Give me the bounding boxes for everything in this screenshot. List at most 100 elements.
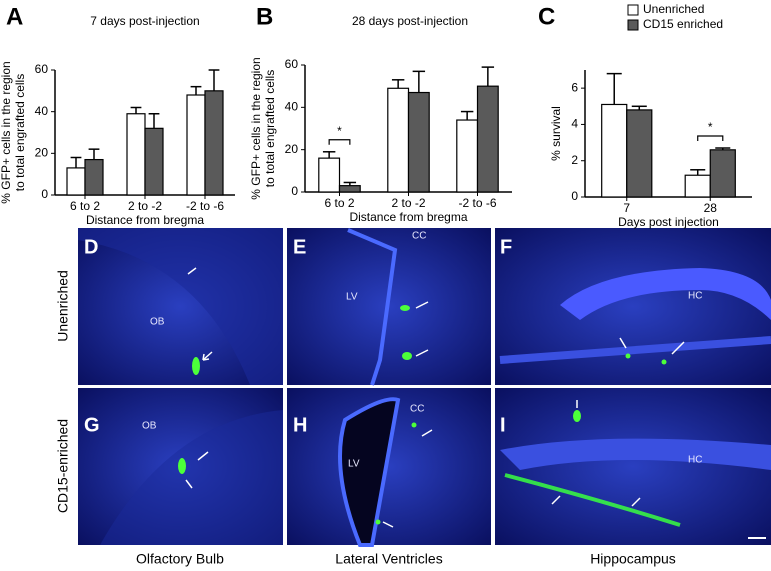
legend-label: CD15 enriched [643, 17, 723, 31]
cell [400, 305, 410, 311]
x-axis-label: Distance from bregma [349, 210, 467, 224]
x-tick-label: 28 [704, 201, 718, 215]
row-label: CD15-enriched [55, 419, 71, 513]
cell [625, 353, 631, 359]
cell [375, 519, 381, 525]
y-tick-label: 60 [35, 62, 49, 76]
ventricle [347, 228, 398, 386]
y-tick-label: 20 [35, 146, 49, 160]
y-tick-label: 60 [285, 57, 299, 71]
y-axis-label: % GFP+ cells in the region [249, 57, 263, 199]
bar [601, 103, 628, 198]
region-label: LV [346, 292, 358, 303]
x-tick-label: 6 to 2 [70, 199, 100, 213]
bar [709, 149, 736, 198]
x-tick-label: -2 to -6 [458, 196, 496, 210]
y-tick-label: 2 [571, 153, 578, 167]
significance-label: * [708, 120, 713, 134]
column-label: Lateral Ventricles [335, 551, 442, 567]
tissue [78, 228, 283, 385]
x-axis-label: Days post injection [618, 215, 719, 229]
panel-letter: B [256, 3, 273, 30]
panel-letter: E [293, 236, 306, 258]
arrow [202, 351, 213, 361]
region-label: OB [142, 421, 157, 432]
error-bar [322, 151, 336, 159]
y-tick-label: 4 [571, 117, 578, 131]
error-bar [391, 79, 405, 89]
micrograph [495, 388, 771, 545]
error-bar [88, 148, 100, 160]
panel-letter: D [84, 236, 98, 258]
error-bar [606, 72, 622, 105]
panel-letter: F [500, 236, 512, 258]
bar [407, 91, 430, 193]
x-tick-label: 2 to -2 [391, 196, 425, 210]
significance-bracket [697, 135, 724, 142]
arrow [551, 400, 641, 507]
significance-label: * [337, 124, 342, 138]
cell [411, 422, 417, 428]
y-tick-label: 0 [41, 187, 48, 201]
error-bar [208, 69, 220, 91]
bar [387, 87, 410, 193]
error-bar [130, 106, 142, 114]
chart-title: 7 days post-injection [90, 14, 199, 28]
bar [318, 157, 341, 193]
error-bar [343, 181, 357, 186]
significance-bracket [328, 139, 351, 145]
chart: 0 20 40 60 6 to 2 2 to -2 -2 to -6 7 days post-… [0, 3, 235, 227]
arrow [185, 451, 209, 489]
y-tick-label: 20 [285, 142, 299, 156]
micrograph [495, 228, 771, 385]
error-bar [715, 147, 731, 150]
legend-label: Unenriched [643, 2, 704, 16]
error-bar [631, 105, 647, 110]
error-bar [481, 66, 495, 87]
x-tick-label: 7 [623, 201, 630, 215]
y-axis-label: % survival [549, 106, 563, 161]
region-label: OB [150, 317, 165, 328]
x-axis-label: Distance from bregma [86, 213, 204, 227]
panel-letter: A [6, 3, 23, 30]
y-axis-label: to total engrafted cells [13, 74, 27, 191]
panel-letter: I [500, 414, 506, 436]
bar [204, 90, 224, 196]
error-bar [148, 113, 160, 129]
x-tick-label: -2 to -6 [186, 199, 224, 213]
region-label: LV [348, 459, 360, 470]
chart: 0 2 4 6 7 28 * C % survival Days post injection Un… [538, 2, 752, 229]
chart-title: 28 days post-injection [352, 14, 468, 28]
bar [66, 167, 86, 196]
cell [192, 357, 200, 375]
panel-letter: H [293, 414, 307, 436]
bar [186, 94, 206, 196]
legend-swatch [627, 4, 639, 16]
error-bar [70, 156, 82, 168]
y-axis-label: % GFP+ cells in the region [0, 61, 13, 203]
error-bar [190, 85, 202, 95]
bar [126, 113, 146, 196]
cell [661, 359, 667, 365]
bar [144, 127, 164, 196]
y-tick-label: 40 [35, 104, 49, 118]
arrow [415, 301, 429, 357]
ventricle [338, 397, 401, 547]
tissue [100, 410, 283, 545]
column-label: Olfactory Bulb [136, 551, 224, 567]
tissue [500, 438, 771, 470]
bar [338, 185, 361, 193]
y-tick-label: 0 [571, 189, 578, 203]
error-bar [412, 70, 426, 93]
tissue [499, 336, 771, 364]
bar [476, 85, 499, 193]
region-label: HC [688, 455, 702, 466]
row-label: Unenriched [55, 270, 71, 342]
region-label: CC [410, 404, 424, 415]
panel-letter: C [538, 3, 555, 30]
y-tick-label: 0 [291, 184, 298, 198]
bar [456, 119, 479, 193]
arrow [187, 267, 197, 275]
